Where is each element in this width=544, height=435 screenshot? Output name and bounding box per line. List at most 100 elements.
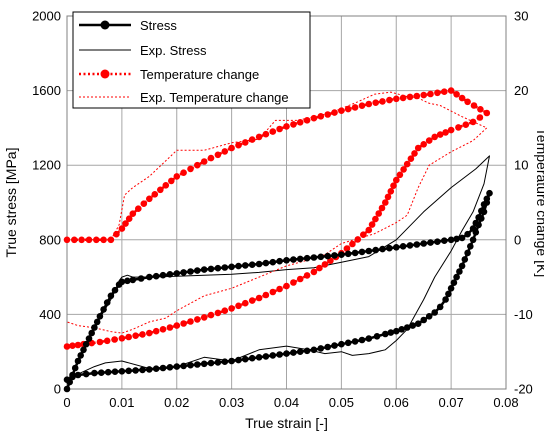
data-point — [78, 236, 85, 244]
data-point — [290, 349, 297, 356]
data-point — [200, 158, 208, 165]
data-point — [269, 128, 277, 135]
data-point — [166, 364, 174, 371]
data-point — [445, 290, 452, 298]
data-point — [69, 373, 76, 381]
data-point — [173, 322, 181, 329]
data-point — [129, 210, 137, 217]
data-point — [200, 360, 208, 368]
data-point — [85, 236, 93, 244]
data-point — [111, 336, 118, 343]
data-point — [103, 299, 111, 306]
data-point — [255, 260, 263, 268]
data-point — [476, 114, 484, 121]
data-point — [467, 243, 474, 250]
data-point — [118, 225, 126, 232]
data-point — [173, 363, 181, 370]
data-point — [146, 329, 153, 337]
data-point — [358, 336, 366, 344]
data-point — [283, 282, 290, 290]
data-point — [483, 109, 491, 117]
data-point — [235, 262, 242, 270]
data-point — [458, 94, 466, 102]
x-tick-label: 0.04 — [274, 395, 299, 410]
y2-tick-label: 0 — [514, 232, 521, 247]
data-point — [187, 361, 194, 369]
data-point — [414, 320, 422, 328]
data-point — [151, 191, 159, 198]
data-point — [118, 278, 126, 286]
data-point — [344, 250, 352, 258]
data-point — [475, 221, 482, 229]
data-point — [100, 236, 107, 244]
data-point — [358, 102, 366, 109]
y2-axis-title: Temperature change [K] — [534, 128, 544, 277]
data-point — [331, 109, 338, 116]
data-point — [483, 199, 491, 206]
data-point — [242, 139, 249, 146]
data-point — [93, 236, 100, 244]
data-point — [242, 299, 249, 307]
data-point — [398, 326, 406, 333]
data-point — [152, 272, 160, 280]
data-point — [124, 277, 131, 285]
legend-entry-exp-temperature: Exp. Temperature change — [79, 90, 289, 105]
data-point — [447, 87, 455, 94]
data-point — [276, 257, 283, 265]
data-point — [146, 195, 153, 203]
data-point — [187, 268, 194, 275]
data-point — [431, 133, 439, 141]
data-point — [74, 371, 82, 379]
data-point — [420, 316, 428, 324]
data-point — [441, 88, 448, 95]
data-point — [111, 368, 119, 376]
data-point — [262, 291, 270, 299]
data-point — [478, 215, 485, 222]
data-point — [399, 94, 407, 102]
data-point — [387, 329, 395, 336]
data-point — [290, 256, 297, 263]
data-point — [382, 330, 389, 338]
data-point — [96, 338, 104, 346]
data-point — [63, 385, 71, 393]
data-point — [207, 154, 215, 162]
data-point — [406, 93, 414, 101]
data-point — [166, 324, 174, 331]
data-point — [104, 368, 112, 376]
series-line-exp-temperature-change — [66, 91, 488, 334]
data-point — [396, 171, 404, 179]
y2-tick-label: 20 — [514, 83, 528, 98]
data-point — [469, 118, 477, 126]
data-point — [269, 352, 277, 359]
data-point — [447, 236, 455, 244]
data-point — [360, 231, 367, 238]
y2-tick-label: -20 — [514, 382, 533, 397]
data-point — [464, 230, 471, 238]
data-point — [310, 346, 318, 354]
data-point — [470, 102, 478, 109]
data-point — [262, 259, 270, 267]
data-point — [324, 343, 332, 351]
data-point — [194, 316, 201, 323]
data-point — [129, 276, 137, 284]
data-point — [393, 176, 400, 184]
data-point — [180, 269, 187, 276]
x-tick-label: 0.05 — [329, 395, 354, 410]
data-point — [98, 369, 105, 377]
data-point — [152, 365, 160, 373]
data-point — [85, 335, 93, 342]
legend-label-temperature: Temperature change — [140, 67, 259, 82]
data-point — [214, 264, 222, 272]
data-point — [91, 369, 98, 377]
legend-marker-temperature — [100, 69, 110, 79]
data-point — [458, 234, 466, 242]
data-point — [324, 252, 332, 260]
data-point — [349, 240, 356, 248]
data-point — [413, 241, 421, 248]
data-point — [290, 279, 297, 286]
data-point — [436, 131, 444, 138]
data-point — [194, 361, 201, 368]
data-point — [413, 92, 421, 100]
data-point — [343, 245, 351, 252]
data-point — [409, 322, 417, 329]
